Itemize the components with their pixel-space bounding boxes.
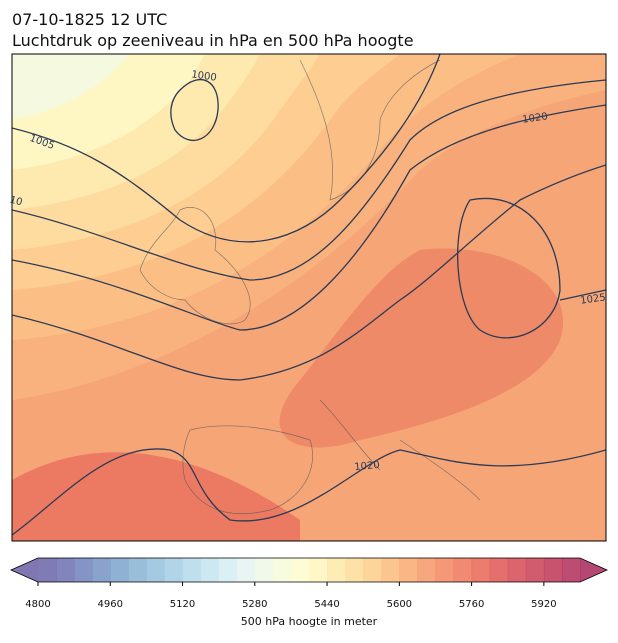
map (12, 54, 606, 541)
colorbar-bin (56, 558, 75, 582)
title: 07-10-1825 12 UTC (12, 10, 167, 29)
colorbar-over (580, 558, 607, 582)
colorbar-bin (290, 558, 310, 582)
subtitle: Luchtdruk op zeeniveau in hPa en 500 hPa… (12, 31, 414, 50)
contour-label: 10 (8, 195, 23, 209)
colorbar-bin (128, 558, 147, 582)
colorbar-tick-label: 4960 (98, 599, 123, 610)
colorbar-tick-label: 5120 (170, 599, 195, 610)
colorbar-bin (561, 558, 581, 582)
colorbar-bin (146, 558, 165, 582)
colorbar-bin (435, 558, 455, 582)
map-frame (11, 53, 607, 542)
colorbar-label: 500 hPa hoogte in meter (241, 615, 378, 628)
colorbar-bin (543, 558, 563, 582)
colorbar-bin (272, 558, 292, 582)
colorbar-bin (254, 558, 274, 582)
colorbar-bin (74, 558, 93, 582)
colorbar-bin (38, 558, 57, 582)
colorbar-frame (10, 557, 608, 583)
colorbar-bin (417, 558, 436, 582)
contour-label: 1020 (354, 460, 380, 473)
colorbar-bin (345, 558, 364, 582)
contour-label: 1020 (522, 111, 549, 125)
colorbar-bin (381, 558, 400, 582)
colorbar-bin (200, 558, 220, 582)
colorbar-bin (525, 558, 545, 582)
colorbar-tick-label: 5440 (314, 599, 339, 610)
colorbar-bin (309, 558, 328, 582)
colorbar-tick-label: 5760 (459, 599, 484, 610)
colorbar-bin (92, 558, 111, 582)
colorbar-under (11, 558, 38, 582)
colorbar-bin (399, 558, 418, 582)
contour-label: 1025 (580, 292, 607, 306)
contour-label: 1000 (191, 69, 218, 83)
colorbar-bin (363, 558, 382, 582)
colorbar-bin (182, 558, 202, 582)
colorbar-bin (218, 558, 238, 582)
colorbar-tick-label: 5280 (242, 599, 267, 610)
colorbar-bin (110, 558, 129, 582)
colorbar-bin (489, 558, 509, 582)
colorbar-tick-label: 5600 (387, 599, 412, 610)
colorbar-tick-label: 4800 (25, 599, 50, 610)
colorbar-bin (471, 558, 491, 582)
colorbar-bin (164, 558, 184, 582)
colorbar-bin (507, 558, 527, 582)
colorbar-tick-label: 5920 (531, 599, 556, 610)
colorbar-bin (453, 558, 473, 582)
colorbar-bin (327, 558, 346, 582)
colorbar-bin (236, 558, 256, 582)
